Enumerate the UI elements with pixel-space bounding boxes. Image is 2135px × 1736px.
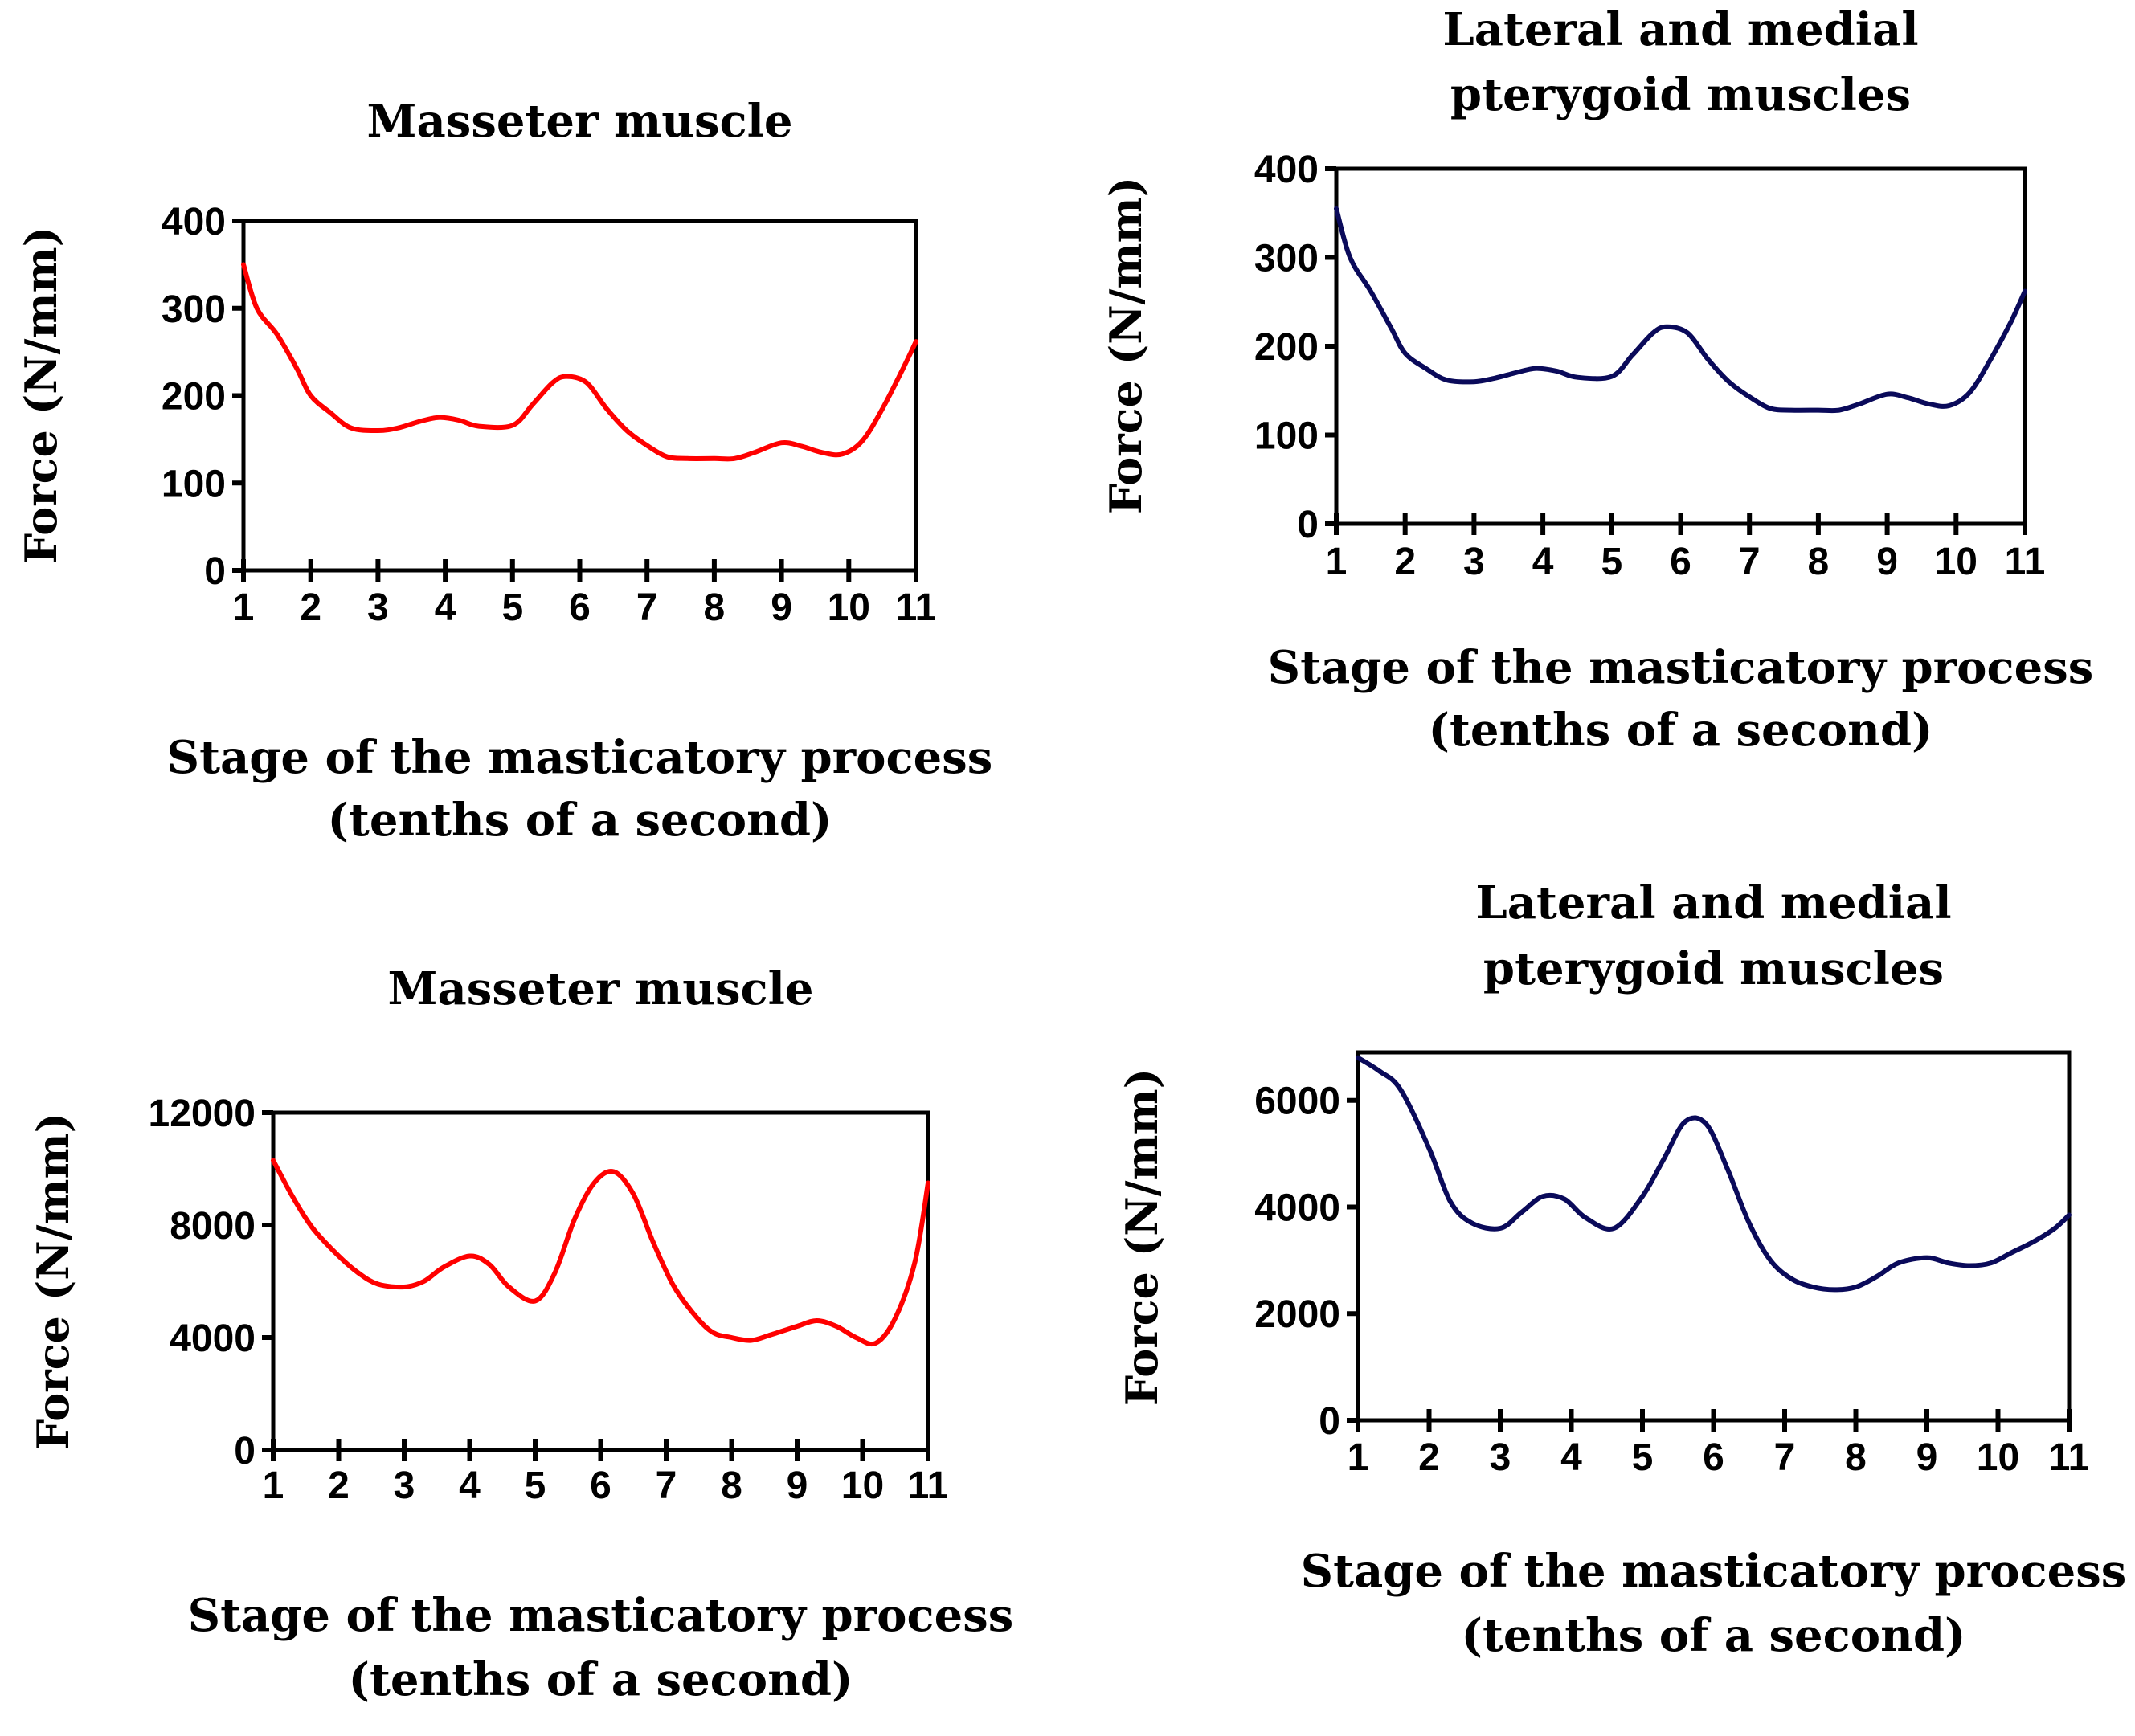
x-tick-label: 6 xyxy=(1670,541,1691,583)
y-axis-label: Force (N/mm) xyxy=(15,227,67,564)
y-tick-label: 0 xyxy=(234,1430,256,1473)
x-tick-label: 2 xyxy=(328,1464,350,1507)
y-tick-label: 200 xyxy=(1254,326,1319,369)
x-tick-label: 9 xyxy=(1916,1436,1938,1479)
x-tick-label: 7 xyxy=(1774,1436,1796,1479)
y-axis-label: Force (N/mm) xyxy=(1100,177,1151,514)
x-axis-label-line: (tenths of a second) xyxy=(327,794,832,847)
x-tick-label: 6 xyxy=(1703,1436,1724,1479)
x-tick-label: 2 xyxy=(1418,1436,1440,1479)
plot-frame xyxy=(1334,166,2027,526)
x-tick-label: 5 xyxy=(1601,541,1622,583)
chart-title-line: Lateral and medial xyxy=(1475,876,1951,929)
chart-2: Lateral and medial pterygoid muscles 0 100 2… xyxy=(1100,3,2093,757)
x-tick-label: 11 xyxy=(2049,1436,2090,1479)
x-tick-label: 11 xyxy=(896,586,937,629)
chart-title-line: Masseter muscle xyxy=(367,95,793,148)
x-tick-label: 5 xyxy=(525,1464,546,1507)
chart-title-line: pterygoid muscles xyxy=(1450,68,1911,121)
x-tick-label: 10 xyxy=(828,586,870,629)
x-tick-label: 1 xyxy=(233,586,255,629)
x-tick-label: 2 xyxy=(1394,541,1416,583)
y-axis-label: Force (N/mm) xyxy=(1116,1068,1168,1406)
x-tick-label: 3 xyxy=(367,586,389,629)
x-tick-label: 6 xyxy=(569,586,591,629)
y-tick-label: 0 xyxy=(1297,504,1319,546)
x-axis-label-line: Stage of the masticatory process xyxy=(1268,641,2094,694)
x-tick-label: 10 xyxy=(1977,1436,2019,1479)
x-tick-label: 4 xyxy=(459,1464,481,1507)
x-axis-label-line: Stage of the masticatory process xyxy=(167,731,993,784)
y-tick-label: 100 xyxy=(1254,415,1319,458)
x-tick-label: 8 xyxy=(721,1464,742,1507)
x-axis-label-line: Stage of the masticatory process xyxy=(188,1589,1014,1642)
x-tick-label: 1 xyxy=(1348,1436,1369,1479)
x-tick-label: 7 xyxy=(656,1464,677,1507)
x-tick-label: 1 xyxy=(263,1464,284,1507)
y-tick-label: 300 xyxy=(162,288,226,331)
y-tick-label: 4000 xyxy=(170,1317,256,1360)
x-tick-label: 8 xyxy=(704,586,726,629)
x-tick-label: 3 xyxy=(394,1464,415,1507)
x-tick-label: 10 xyxy=(1935,541,1978,583)
x-tick-label: 6 xyxy=(590,1464,611,1507)
series-line xyxy=(1356,1055,2072,1293)
y-tick-label: 6000 xyxy=(1254,1080,1340,1123)
x-tick-label: 3 xyxy=(1463,541,1485,583)
y-tick-label: 300 xyxy=(1254,238,1319,280)
chart-3: Masseter muscle 0 4000 8000 12000 1 2 3 4 5 6 7 8 9 10… xyxy=(27,962,1013,1706)
y-tick-label: 400 xyxy=(162,201,226,243)
x-tick-label: 9 xyxy=(771,586,792,629)
series-line xyxy=(1334,206,2027,414)
x-tick-label: 1 xyxy=(1326,541,1348,583)
y-tick-label: 0 xyxy=(204,550,226,593)
chart-1: Masseter muscle 0 100 200 300 400 1 2 3 4 5 6 7 8 9 10 1… xyxy=(15,95,992,847)
y-tick-label: 8000 xyxy=(170,1205,256,1248)
chart-title-line: pterygoid muscles xyxy=(1483,942,1944,995)
x-axis-label-line: (tenths of a second) xyxy=(348,1653,853,1706)
x-tick-label: 7 xyxy=(1739,541,1761,583)
plot-frame xyxy=(241,219,918,573)
x-tick-label: 11 xyxy=(2005,541,2046,583)
y-tick-label: 12000 xyxy=(149,1093,256,1135)
chart-title-line: Masseter muscle xyxy=(388,962,814,1015)
x-tick-label: 5 xyxy=(501,586,523,629)
x-tick-label: 9 xyxy=(787,1464,808,1507)
x-tick-label: 4 xyxy=(1560,1436,1582,1479)
y-tick-label: 4000 xyxy=(1254,1187,1340,1229)
x-tick-label: 7 xyxy=(636,586,658,629)
x-tick-label: 5 xyxy=(1632,1436,1654,1479)
x-tick-label: 2 xyxy=(300,586,321,629)
x-axis-label-line: (tenths of a second) xyxy=(1428,704,1933,757)
x-tick-label: 11 xyxy=(908,1464,949,1507)
y-tick-label: 100 xyxy=(162,463,226,505)
x-axis-label-line: Stage of the masticatory process xyxy=(1301,1545,2127,1598)
x-tick-label: 4 xyxy=(1532,541,1554,583)
x-tick-label: 8 xyxy=(1845,1436,1867,1479)
x-tick-label: 8 xyxy=(1808,541,1830,583)
y-tick-label: 0 xyxy=(1319,1400,1340,1443)
y-tick-label: 2000 xyxy=(1254,1293,1340,1336)
plot-frame xyxy=(1356,1050,2072,1423)
x-tick-label: 10 xyxy=(841,1464,884,1507)
chart-4: Lateral and medial pterygoid muscles 0 2000… xyxy=(1116,876,2126,1662)
series-line xyxy=(241,262,918,462)
y-tick-label: 200 xyxy=(162,376,226,419)
series-line xyxy=(271,1158,930,1347)
chart-title-line: Lateral and medial xyxy=(1442,3,1918,56)
x-tick-label: 3 xyxy=(1490,1436,1511,1479)
x-tick-label: 4 xyxy=(435,586,456,629)
x-axis-label-line: (tenths of a second) xyxy=(1461,1609,1965,1662)
y-axis-label: Force (N/mm) xyxy=(27,1113,79,1450)
y-tick-label: 400 xyxy=(1254,149,1319,191)
x-tick-label: 9 xyxy=(1876,541,1898,583)
